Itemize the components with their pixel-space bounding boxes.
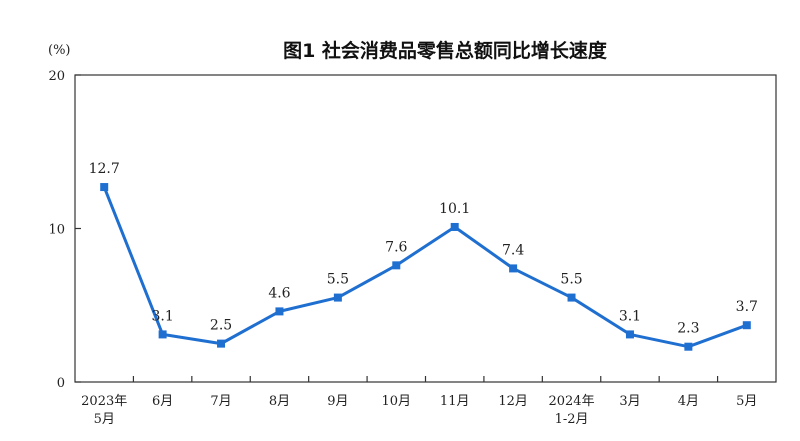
x-tick-label: 9月 — [327, 394, 348, 409]
x-tick-label-line: 7月 — [210, 394, 231, 409]
x-tick-label: 4月 — [678, 394, 699, 409]
data-point — [742, 321, 751, 330]
data-point — [567, 293, 576, 302]
data-point — [158, 330, 167, 339]
data-label: 3.1 — [151, 308, 173, 324]
data-label: 3.7 — [736, 299, 758, 315]
x-tick-label: 12月 — [498, 394, 528, 409]
data-label: 5.5 — [327, 272, 349, 288]
y-tick-label: 20 — [48, 69, 65, 84]
x-tick-label-line: 2023年 — [81, 394, 127, 409]
data-point — [509, 264, 518, 273]
x-tick-label-line: 1-2月 — [555, 412, 589, 427]
data-label: 2.3 — [677, 321, 699, 337]
x-tick-label: 3月 — [619, 394, 640, 409]
data-label: 7.6 — [385, 239, 407, 255]
x-tick-label: 10月 — [382, 394, 412, 409]
data-point — [333, 293, 342, 302]
x-tick-label-line: 6月 — [152, 394, 173, 409]
x-tick-label-line: 11月 — [440, 394, 470, 409]
data-point — [450, 222, 459, 231]
x-tick-label-line: 4月 — [678, 394, 699, 409]
data-label: 12.7 — [89, 161, 120, 177]
x-tick-label-line: 2024年 — [548, 394, 594, 409]
chart-title: 图1 社会消费品零售总额同比增长速度 — [283, 39, 608, 62]
data-label: 3.1 — [619, 308, 641, 324]
x-tick-label-line: 3月 — [619, 394, 640, 409]
data-series — [100, 183, 751, 351]
x-tick-label: 5月 — [736, 394, 757, 409]
data-label: 4.6 — [268, 285, 290, 301]
x-tick-label: 2024年 1-2月 — [548, 394, 594, 427]
data-point — [684, 342, 693, 351]
x-tick-label: 8月 — [269, 394, 290, 409]
data-labels: 12.7 3.1 2.5 4.6 5.5 7.6 10.1 7.4 5.5 3.1 2.3 3.7 — [89, 161, 758, 337]
data-point — [100, 183, 109, 192]
data-point — [625, 330, 634, 339]
data-label: 5.5 — [560, 272, 582, 288]
x-tick-label: 11月 — [440, 394, 470, 409]
data-point — [275, 307, 284, 316]
series-line — [102, 186, 748, 349]
y-tick-label: 0 — [57, 376, 65, 391]
data-label: 10.1 — [439, 201, 470, 217]
x-axis: 2023年 5月 6月 7月 8月 9月 10月 11月 12月 2024年 1-2月 3月 4月 5月 — [81, 376, 757, 427]
x-tick-label-line: 5月 — [94, 412, 115, 427]
y-tick-label: 10 — [48, 223, 65, 238]
y-axis-unit: (%) — [48, 43, 71, 58]
x-tick-label-line: 8月 — [269, 394, 290, 409]
data-label: 7.4 — [502, 242, 524, 258]
x-tick-label-line: 5月 — [736, 394, 757, 409]
x-tick-label-line: 12月 — [498, 394, 528, 409]
x-tick-label-line: 10月 — [382, 394, 412, 409]
x-tick-label: 2023年 5月 — [81, 394, 127, 427]
data-label: 2.5 — [210, 318, 232, 334]
x-tick-label: 7月 — [210, 394, 231, 409]
x-tick-label-line: 9月 — [327, 394, 348, 409]
data-point — [392, 261, 401, 270]
y-axis: 0 10 20 — [48, 69, 81, 391]
data-point — [217, 339, 226, 348]
x-tick-label: 6月 — [152, 394, 173, 409]
